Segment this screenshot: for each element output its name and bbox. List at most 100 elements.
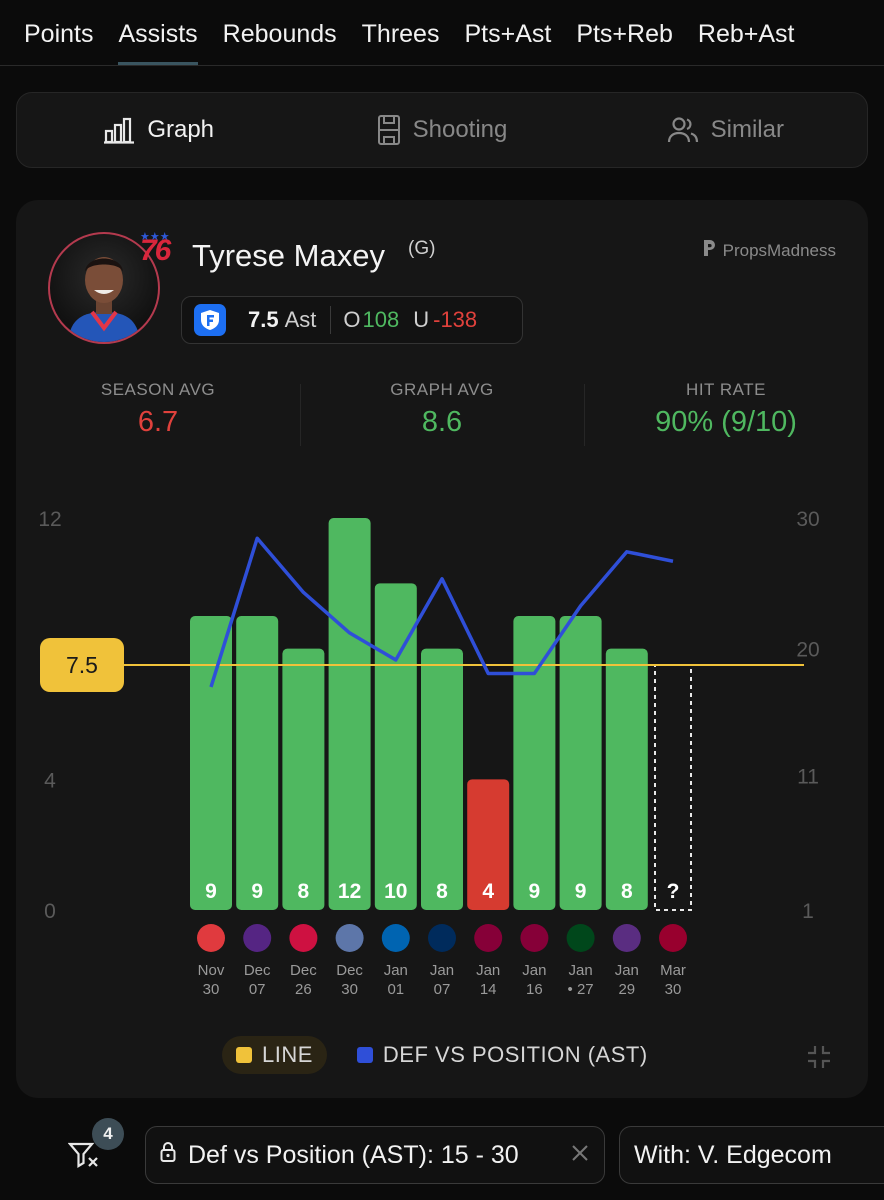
stars-icon: ★★★ (140, 231, 170, 243)
date-label-day: 30 (341, 981, 358, 998)
stat-hit-rate: HIT RATE 90% (9/10) (584, 380, 868, 452)
bar-hit (421, 648, 463, 910)
legend-swatch (356, 1047, 373, 1063)
filter-chip-label: Def vs Position (AST): 15 - 30 (188, 1140, 519, 1169)
filter-count-badge: 4 (92, 1118, 124, 1150)
stat-label: GRAPH AVG (390, 380, 494, 399)
tab-threes[interactable]: Threes (361, 19, 440, 48)
stat-value: 6.7 (137, 406, 179, 438)
sportsbook-shield-icon (194, 304, 226, 336)
over-odds: 108 (362, 307, 400, 332)
date-label-month: Jan (430, 962, 454, 979)
tab-rebounds[interactable]: Rebounds (222, 19, 337, 48)
y-tick-left: 4 (44, 769, 56, 792)
date-label-day: 14 (480, 981, 497, 998)
date-label-month: Mar (660, 962, 686, 979)
view-tabs: Graph Shooting Similar (16, 92, 868, 168)
stat-label: HIT RATE (686, 380, 766, 399)
assists-chart: 128403020111998121084998?7.5Nov30Dec07De… (38, 508, 819, 998)
divider (330, 306, 332, 334)
team-logo-cle (474, 924, 503, 952)
y-tick-left: 0 (44, 900, 56, 923)
team-logo-mem (335, 924, 364, 952)
lock-icon (160, 1141, 176, 1170)
date-label-month: Dec (290, 962, 317, 979)
tab-assists[interactable]: Assists (118, 0, 198, 65)
stat-tabs: Points Assists Rebounds Threes Pts+Ast Pts+Re… (0, 0, 884, 66)
prop-line-badge-label: 7.5 (66, 652, 98, 678)
bar-miss (467, 779, 510, 910)
tab-similar-label: Similar (710, 116, 784, 143)
tab-pts-reb[interactable]: Pts+Reb (576, 19, 673, 48)
collapse-icon[interactable] (806, 1044, 832, 1075)
stat-graph-avg: GRAPH AVG 8.6 (300, 380, 584, 452)
tab-pts-ast[interactable]: Pts+Ast (464, 19, 552, 48)
tab-reb-ast[interactable]: Reb+Ast (697, 19, 795, 48)
bar-chart-icon (103, 116, 135, 144)
bar-value-label: 4 (482, 880, 494, 903)
date-label-day: 01 (387, 981, 404, 998)
prop-line-badge (40, 638, 124, 692)
date-label-month: Dec (336, 962, 363, 979)
player-card: ★★★ 76 Tyrese Maxey (G) PropsMadness 7.5 … (16, 200, 868, 1098)
def-vs-position-line (209, 536, 674, 688)
legend-def[interactable]: DEF VS POSITION (AST) (356, 1042, 648, 1068)
team-logo-was (428, 924, 456, 952)
bar-value-label: 8 (621, 880, 633, 903)
prop-line-pill[interactable]: 7.5 Ast O 108 U -138 (181, 296, 523, 344)
stat-value: 8.6 (421, 406, 463, 438)
date-label-month: Jan (476, 962, 500, 979)
legend-line-label: LINE (262, 1042, 313, 1067)
y-tick-right: 1 (802, 900, 814, 923)
stats-row: SEASON AVG 6.7 GRAPH AVG 8.6 HIT RATE 90… (16, 380, 868, 452)
bar-hit (605, 648, 648, 910)
date-label-day: • 27 (568, 981, 594, 998)
bar-upcoming (654, 664, 692, 911)
stat-season-avg: SEASON AVG 6.7 (16, 380, 300, 452)
avatar (48, 232, 160, 344)
tab-points[interactable]: Points (24, 19, 94, 48)
date-label-day: 26 (295, 981, 312, 998)
under-odds: -138 (433, 307, 478, 332)
bar-value-label: 12 (338, 880, 361, 903)
legend-swatch (236, 1047, 252, 1063)
filter-clear-icon[interactable] (67, 1140, 100, 1175)
date-label-month: Nov (198, 962, 225, 979)
filter-chip-with-player[interactable]: With: V. Edgecom (619, 1126, 884, 1184)
team-logo: ★★★ 76 (140, 231, 171, 267)
team-logo-mil (566, 924, 595, 952)
date-label-day: 30 (665, 981, 682, 998)
bar-value-label: 9 (205, 880, 217, 903)
legend-def-label: DEF VS POSITION (AST) (382, 1042, 648, 1067)
team-logo-sac (612, 924, 641, 952)
team-logo-cle (520, 924, 549, 952)
stat-label: SEASON AVG (100, 380, 216, 399)
filter-chip-def-vs-position[interactable]: Def vs Position (AST): 15 - 30 (145, 1126, 605, 1184)
player-position: (G) (408, 238, 436, 259)
bar-hit (513, 616, 556, 910)
legend-line[interactable]: LINE (222, 1036, 327, 1074)
bar-value-label: 9 (529, 880, 541, 903)
team-logo-atl (197, 924, 225, 952)
y-tick-right: 30 (796, 508, 819, 531)
under-label: U (413, 307, 430, 332)
bar-value-label: 9 (575, 880, 587, 903)
tab-graph[interactable]: Graph (17, 93, 300, 167)
close-icon[interactable] (570, 1141, 590, 1170)
tab-shooting[interactable]: Shooting (300, 93, 583, 167)
team-logo-mia (659, 924, 687, 952)
team-logo-lal (243, 924, 272, 952)
bar-hit (559, 616, 602, 910)
bar-hit (328, 518, 371, 910)
date-label-month: Jan (384, 962, 408, 979)
y-tick-right: 20 (796, 639, 819, 662)
tab-graph-label: Graph (147, 116, 215, 143)
filter-chip-label: With: V. Edgecom (634, 1140, 832, 1169)
stat-value: 90% (9/10) (655, 406, 797, 438)
bar-hit (190, 616, 232, 910)
over-label: O (343, 307, 361, 332)
tab-similar[interactable]: Similar (584, 93, 867, 167)
team-logo-dal (381, 924, 410, 952)
chart-legend: LINE DEF VS POSITION (AST) (222, 1036, 648, 1074)
date-label-day: 30 (203, 981, 220, 998)
